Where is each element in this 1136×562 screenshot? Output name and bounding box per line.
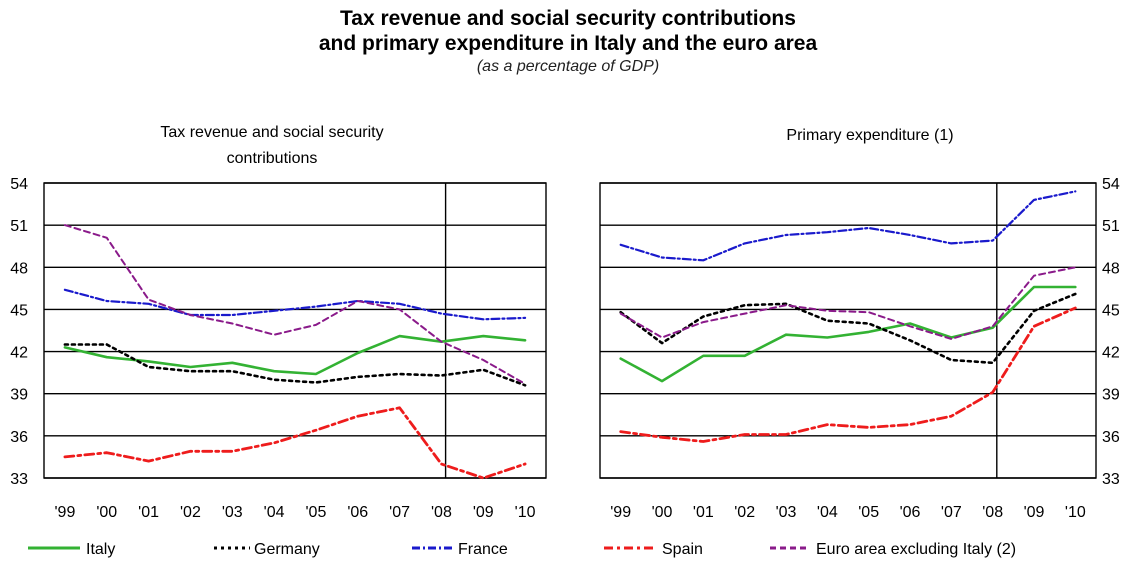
chart2-y-tick-label: 51 [1102,218,1120,235]
chart2-series-germany [619,292,1077,365]
chart-title-line-1: Tax revenue and social security contribu… [340,7,796,30]
chart1-x-tick-label: '10 [515,504,536,521]
chart1-series-spain [63,406,527,480]
legend-label-germany: Germany [254,541,320,558]
legend-label-italy: Italy [86,541,115,558]
chart1-x-tick-label: '03 [222,504,243,521]
chart1-panel-title: contributions [227,150,318,167]
chart1-series-france [63,288,527,321]
chart-title-line-2: and primary expenditure in Italy and the… [318,32,818,55]
chart2-plot-frame [599,182,1097,479]
chart1-panel-title: Tax revenue and social security [160,124,383,141]
chart-subtitle: (as a percentage of GDP) [476,58,660,75]
chart2-x-tick-label: '02 [734,504,755,521]
chart1-x-tick-label: '00 [96,504,117,521]
legend-label-spain: Spain [662,541,703,558]
chart2-x-tick-label: '05 [858,504,879,521]
chart1-y-tick-label: 33 [10,471,28,488]
chart2-x-tick-label: '04 [817,504,838,521]
chart1-plot-frame [43,182,547,479]
chart2-x-tick-label: '10 [1065,504,1086,521]
chart1-series-euro-area-excluding-italy-2 [63,224,527,385]
chart1-y-tick-label: 54 [10,176,28,193]
legend-label-france: France [458,541,508,558]
chart2-series-spain [619,306,1077,443]
chart2-x-tick-label: '03 [776,504,797,521]
chart1-x-tick-label: '07 [389,504,410,521]
chart1-x-tick-label: '09 [473,504,494,521]
chart2-x-tick-label: '07 [941,504,962,521]
chart2-y-tick-label: 33 [1102,471,1120,488]
chart1-x-tick-label: '08 [431,504,452,521]
legend-label-euro-area-excluding-italy-2: Euro area excluding Italy (2) [816,541,1016,558]
chart1-x-tick-label: '99 [54,504,75,521]
chart2-x-tick-label: '06 [900,504,921,521]
chart1-y-tick-label: 39 [10,387,28,404]
chart2-x-tick-label: '01 [693,504,714,521]
chart2-series-france [619,190,1077,262]
chart1-x-tick-label: '06 [347,504,368,521]
chart2-series-italy [619,285,1077,383]
chart2-x-tick-label: '08 [982,504,1003,521]
chart2-y-tick-label: 42 [1102,345,1120,362]
chart2-y-tick-label: 48 [1102,260,1120,277]
chart1-y-tick-label: 42 [10,345,28,362]
chart2-y-tick-label: 39 [1102,387,1120,404]
chart1-x-tick-label: '02 [180,504,201,521]
chart2-y-tick-label: 45 [1102,302,1120,319]
chart2-panel-title: Primary expenditure (1) [786,127,953,144]
chart1-y-tick-label: 51 [10,218,28,235]
chart2-x-tick-label: '00 [652,504,673,521]
chart1-series-italy [63,334,527,376]
chart2-y-tick-label: 36 [1102,429,1120,446]
chart1-y-tick-label: 48 [10,260,28,277]
chart1-x-tick-label: '01 [138,504,159,521]
chart1-y-tick-label: 45 [10,302,28,319]
chart2-y-tick-label: 54 [1102,176,1120,193]
chart1-y-tick-label: 36 [10,429,28,446]
chart2-x-tick-label: '09 [1024,504,1045,521]
chart1-x-tick-label: '04 [264,504,285,521]
chart1-x-tick-label: '05 [305,504,326,521]
chart1-series-germany [63,343,527,387]
chart2-series-euro-area-excluding-italy-2 [619,266,1077,340]
chart2-x-tick-label: '99 [610,504,631,521]
